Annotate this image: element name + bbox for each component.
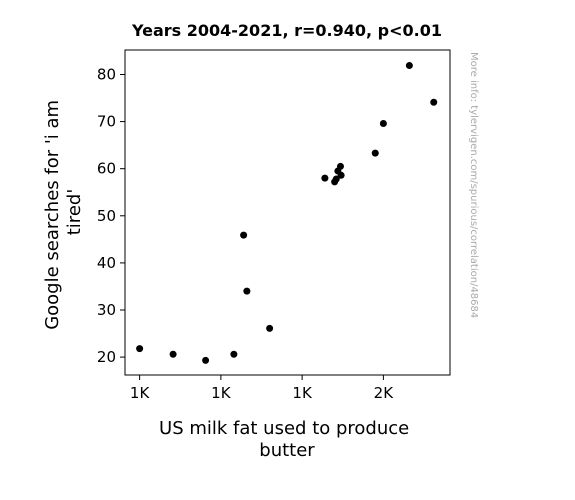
y-tick-label: 20 (97, 348, 116, 366)
y-axis-label-line-1: Google searches for 'i am (42, 100, 63, 330)
data-point (405, 62, 413, 70)
x-axis-label-line-2: butter (259, 440, 315, 461)
data-point (321, 174, 329, 182)
y-tick-label: 40 (97, 254, 116, 272)
y-axis-label-line-2: tired' (64, 189, 85, 236)
x-tick-label: 2K (374, 384, 395, 402)
x-axis-label-line-1: US milk fat used to produce (159, 418, 409, 439)
data-point (379, 119, 387, 127)
data-point (332, 175, 340, 183)
y-axis-label: Google searches for 'i am tired' (42, 94, 85, 330)
data-point (169, 350, 177, 358)
x-axis: 1K 1K 1K 2K (130, 375, 394, 402)
data-point (136, 345, 144, 353)
y-tick-label: 60 (97, 160, 116, 178)
y-tick-label: 30 (97, 301, 116, 319)
data-point (430, 98, 438, 106)
y-tick-label: 50 (97, 207, 116, 225)
data-points (136, 62, 438, 364)
chart-title: Years 2004-2021, r=0.940, p<0.01 (131, 21, 442, 40)
data-point (337, 171, 345, 179)
watermark-text: More info: tylervigen.com/spurious/corre… (468, 52, 479, 318)
y-tick-label: 80 (97, 65, 116, 83)
x-tick-label: 1K (130, 384, 151, 402)
data-point (266, 324, 274, 332)
data-point (336, 162, 344, 170)
y-tick-label: 70 (97, 113, 116, 131)
x-axis-label: US milk fat used to produce butter (159, 418, 415, 461)
x-tick-label: 1K (211, 384, 232, 402)
data-point (240, 231, 248, 239)
data-point (243, 287, 251, 295)
data-point (230, 350, 238, 358)
data-point (202, 356, 210, 364)
data-point (371, 149, 379, 157)
y-axis: 20 30 40 50 60 70 80 (97, 65, 125, 366)
plot-frame (124, 49, 451, 376)
x-tick-label: 1K (292, 384, 313, 402)
